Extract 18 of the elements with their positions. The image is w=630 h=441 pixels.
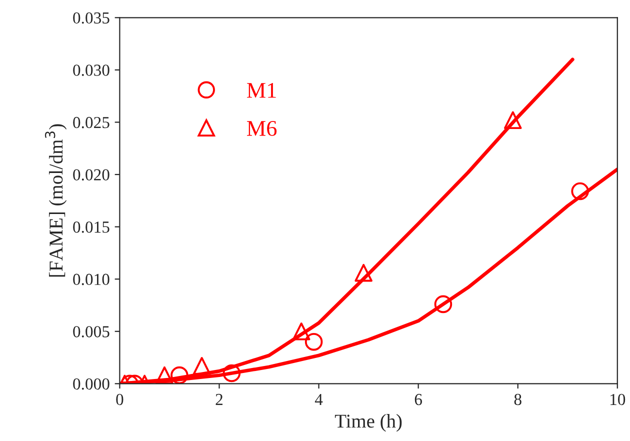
y-tick-label: 0.005: [73, 326, 110, 338]
x-tick-label: 4: [314, 394, 323, 405]
y-tick-label: 0.000: [73, 378, 110, 390]
legend-label: M1: [247, 82, 276, 98]
x-tick-label: 2: [216, 394, 222, 405]
x-tick-label: 6: [414, 394, 422, 406]
y-tick-label: 0.035: [73, 12, 110, 24]
y-tick-label: 0.030: [73, 64, 110, 76]
legend-label: M6: [247, 120, 277, 136]
y-tick-label: 0.020: [73, 169, 110, 181]
y-axis-title: [FAME] (mol/dm$^{3}$): [44, 124, 67, 277]
y-tick-label: 0.025: [73, 116, 110, 128]
x-axis-title: Time (h): [334, 414, 402, 432]
x-tick-label: 10: [610, 394, 626, 406]
x-tick-label: 8: [514, 394, 522, 406]
x-tick-label: 0: [116, 394, 124, 406]
y-tick-label: 0.010: [73, 274, 110, 286]
y-tick-label: 0.015: [73, 222, 110, 233]
